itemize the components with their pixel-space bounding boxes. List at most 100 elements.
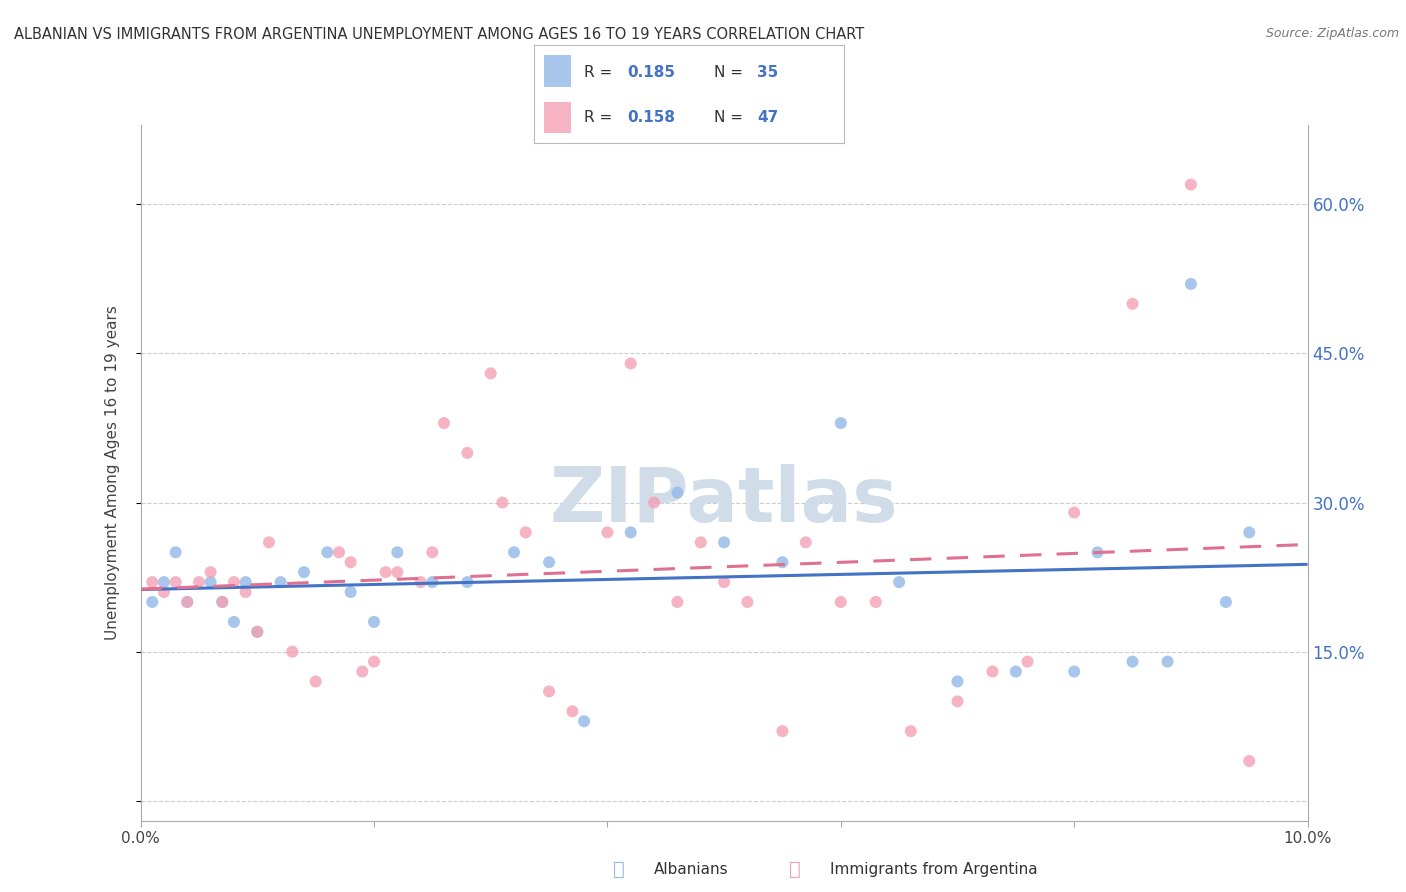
Point <box>1063 506 1085 520</box>
Text: 47: 47 <box>756 110 779 125</box>
Point <box>292 565 315 579</box>
Point <box>666 485 689 500</box>
Point <box>620 525 643 540</box>
Point <box>305 674 328 689</box>
Point <box>141 595 163 609</box>
Point <box>176 595 198 609</box>
Point <box>211 595 233 609</box>
Text: R =: R = <box>583 64 617 79</box>
Y-axis label: Unemployment Among Ages 16 to 19 years: Unemployment Among Ages 16 to 19 years <box>105 305 120 640</box>
Point <box>772 555 794 569</box>
Text: Albanians: Albanians <box>654 863 728 877</box>
Point <box>211 595 233 609</box>
Point <box>1215 595 1237 609</box>
Point <box>281 645 304 659</box>
Point <box>456 575 478 590</box>
Point <box>1017 655 1039 669</box>
Point <box>200 565 222 579</box>
Point <box>538 555 561 569</box>
Point <box>865 595 887 609</box>
Point <box>165 545 187 559</box>
Point <box>363 615 385 629</box>
Point <box>620 356 643 370</box>
Text: N =: N = <box>714 110 748 125</box>
Point <box>713 535 735 549</box>
Point <box>1087 545 1109 559</box>
Point <box>479 367 502 381</box>
Point <box>981 665 1004 679</box>
Point <box>1180 178 1202 192</box>
Point <box>1005 665 1028 679</box>
Point <box>246 624 269 639</box>
Point <box>363 655 385 669</box>
Point <box>188 575 211 590</box>
Point <box>491 495 513 509</box>
Text: Source: ZipAtlas.com: Source: ZipAtlas.com <box>1265 27 1399 40</box>
Point <box>737 595 759 609</box>
Point <box>222 615 245 629</box>
Point <box>946 674 969 689</box>
Point <box>900 724 922 739</box>
Point <box>1180 277 1202 291</box>
Point <box>1122 297 1144 311</box>
Point <box>689 535 711 549</box>
Text: ⬜: ⬜ <box>613 860 624 880</box>
Point <box>503 545 526 559</box>
Point <box>200 575 222 590</box>
Point <box>235 575 257 590</box>
Point <box>339 585 361 599</box>
Point <box>596 525 619 540</box>
Text: R =: R = <box>583 110 617 125</box>
Point <box>153 575 176 590</box>
Point <box>409 575 432 590</box>
Point <box>433 416 456 430</box>
FancyBboxPatch shape <box>544 102 571 133</box>
Text: ZIPatlas: ZIPatlas <box>550 464 898 538</box>
Point <box>387 545 409 559</box>
Point <box>141 575 163 590</box>
Text: 35: 35 <box>756 64 779 79</box>
Point <box>387 565 409 579</box>
Point <box>666 595 689 609</box>
Point <box>830 595 852 609</box>
Point <box>830 416 852 430</box>
Point <box>561 704 583 718</box>
Point <box>235 585 257 599</box>
Point <box>515 525 537 540</box>
Text: ⬜: ⬜ <box>789 860 800 880</box>
Point <box>153 585 176 599</box>
Text: N =: N = <box>714 64 748 79</box>
Point <box>1122 655 1144 669</box>
Point <box>643 495 665 509</box>
Point <box>339 555 361 569</box>
Point <box>1239 754 1261 768</box>
Point <box>772 724 794 739</box>
Point <box>946 694 969 708</box>
Point <box>246 624 269 639</box>
Point <box>422 545 444 559</box>
Point <box>538 684 561 698</box>
Point <box>257 535 280 549</box>
Point <box>1239 525 1261 540</box>
Point <box>352 665 374 679</box>
Point <box>1063 665 1085 679</box>
Point <box>422 575 444 590</box>
Point <box>713 575 735 590</box>
Text: Immigrants from Argentina: Immigrants from Argentina <box>830 863 1038 877</box>
Text: 0.158: 0.158 <box>627 110 675 125</box>
Point <box>270 575 292 590</box>
Point <box>889 575 911 590</box>
Text: ALBANIAN VS IMMIGRANTS FROM ARGENTINA UNEMPLOYMENT AMONG AGES 16 TO 19 YEARS COR: ALBANIAN VS IMMIGRANTS FROM ARGENTINA UN… <box>14 27 865 42</box>
Point <box>176 595 198 609</box>
Point <box>1156 655 1178 669</box>
Point <box>456 446 478 460</box>
Point <box>328 545 350 559</box>
FancyBboxPatch shape <box>544 55 571 87</box>
Text: 0.185: 0.185 <box>627 64 675 79</box>
Point <box>222 575 245 590</box>
Point <box>572 714 595 729</box>
Point <box>374 565 396 579</box>
Point <box>316 545 339 559</box>
Point <box>165 575 187 590</box>
Point <box>794 535 817 549</box>
